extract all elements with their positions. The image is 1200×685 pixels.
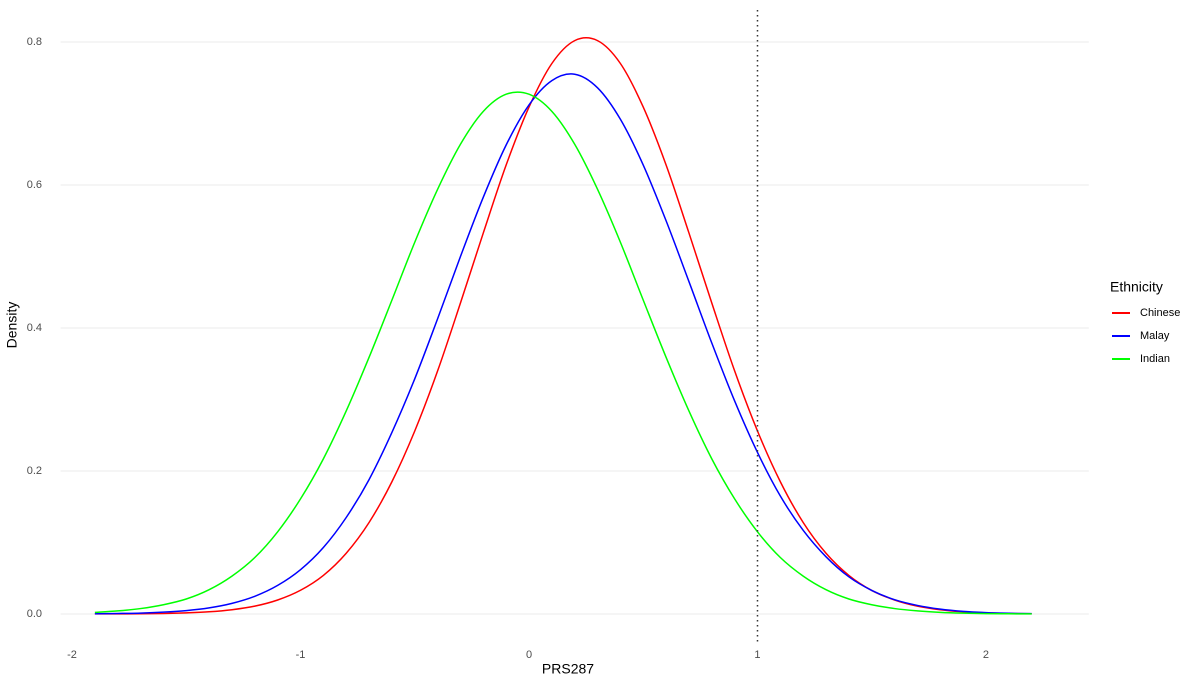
axis-labels: 0.0 0.2 0.4 0.6 0.8 -2 -1 0 1 2 (27, 36, 989, 661)
y-tick-label: 0.8 (27, 36, 42, 48)
grid (60, 41, 1089, 615)
y-tick-label: 0.6 (27, 179, 42, 191)
x-tick-label: 0 (526, 649, 532, 661)
legend-title: Ethnicity (1110, 279, 1163, 295)
x-tick-label: 2 (983, 649, 989, 661)
x-axis-title: PRS287 (542, 661, 594, 677)
x-tick-label: 1 (754, 649, 760, 661)
y-tick-label: 0.2 (27, 465, 42, 477)
x-tick-label: -1 (296, 649, 306, 661)
density-line (94, 91, 1032, 615)
y-tick-label: 0.0 (27, 608, 42, 620)
legend: Ethnicity Chinese Malay Indian (1110, 279, 1180, 365)
y-axis-title: Density (4, 302, 20, 349)
plot-marks (94, 10, 1032, 645)
density-line (94, 37, 1032, 615)
legend-label: Indian (1140, 353, 1170, 365)
legend-label: Chinese (1140, 307, 1180, 319)
density-line (94, 73, 1032, 615)
legend-label: Malay (1140, 330, 1170, 342)
y-tick-label: 0.4 (27, 322, 42, 334)
x-tick-label: -2 (67, 649, 77, 661)
